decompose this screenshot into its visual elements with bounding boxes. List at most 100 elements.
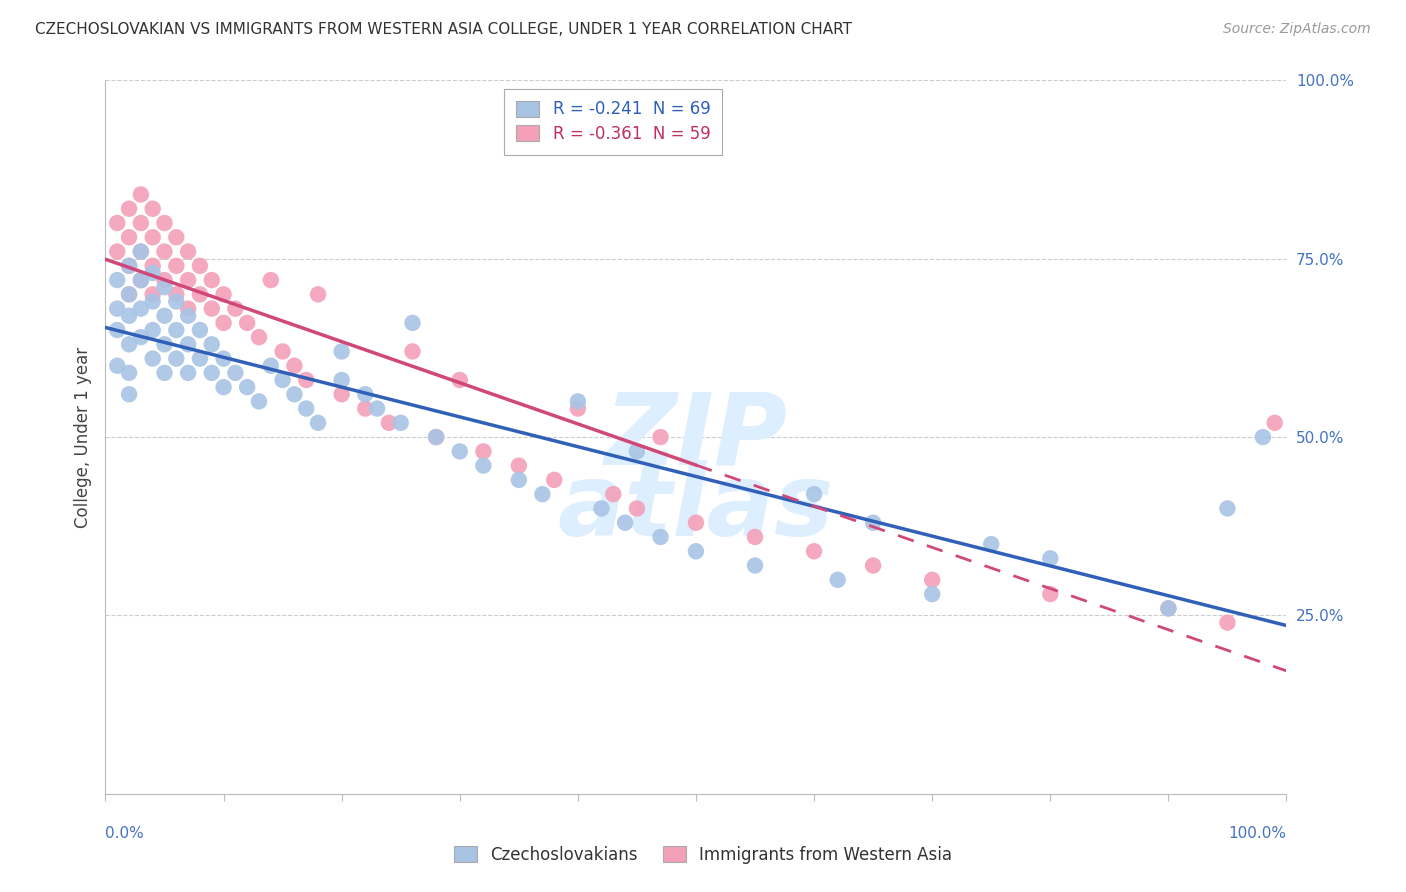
Point	[247, 330, 270, 344]
Point	[201, 273, 224, 287]
Point	[425, 430, 447, 444]
Point	[129, 244, 152, 259]
Text: 0.0%: 0.0%	[105, 826, 145, 840]
Point	[153, 337, 176, 351]
Point	[567, 401, 589, 416]
Point	[165, 294, 187, 309]
Point	[1251, 430, 1274, 444]
Point	[401, 316, 423, 330]
Text: ZIP: ZIP	[605, 389, 787, 485]
Point	[330, 387, 353, 401]
Point	[449, 444, 471, 458]
Point	[105, 273, 128, 287]
Point	[283, 387, 305, 401]
Point	[118, 366, 141, 380]
Point	[188, 259, 211, 273]
Point	[212, 287, 235, 301]
Point	[295, 373, 318, 387]
Point	[1157, 601, 1180, 615]
Point	[153, 216, 176, 230]
Point	[142, 294, 165, 309]
Point	[543, 473, 565, 487]
Text: atlas: atlas	[558, 460, 834, 557]
Point	[803, 544, 825, 558]
Point	[118, 287, 141, 301]
Point	[650, 530, 672, 544]
Point	[1039, 587, 1062, 601]
Point	[212, 380, 235, 394]
Point	[508, 458, 530, 473]
Point	[354, 401, 377, 416]
Point	[260, 273, 283, 287]
Point	[118, 230, 141, 244]
Point	[118, 259, 141, 273]
Point	[153, 366, 176, 380]
Point	[307, 416, 329, 430]
Point	[744, 530, 766, 544]
Text: CZECHOSLOVAKIAN VS IMMIGRANTS FROM WESTERN ASIA COLLEGE, UNDER 1 YEAR CORRELATIO: CZECHOSLOVAKIAN VS IMMIGRANTS FROM WESTE…	[35, 22, 852, 37]
Point	[1216, 501, 1239, 516]
Point	[236, 316, 259, 330]
Point	[827, 573, 849, 587]
Point	[247, 394, 270, 409]
Point	[188, 287, 211, 301]
Point	[177, 337, 200, 351]
Point	[129, 216, 152, 230]
Point	[921, 573, 943, 587]
Point	[165, 351, 187, 366]
Point	[449, 373, 471, 387]
Point	[567, 394, 589, 409]
Point	[685, 516, 707, 530]
Point	[142, 230, 165, 244]
Point	[118, 202, 141, 216]
Point	[142, 323, 165, 337]
Point	[1039, 551, 1062, 566]
Point	[744, 558, 766, 573]
Point	[105, 216, 128, 230]
Point	[105, 323, 128, 337]
Point	[142, 202, 165, 216]
Point	[153, 280, 176, 294]
Point	[177, 309, 200, 323]
Point	[177, 301, 200, 316]
Point	[295, 401, 318, 416]
Point	[378, 416, 401, 430]
Point	[472, 444, 495, 458]
Point	[626, 501, 648, 516]
Point	[142, 259, 165, 273]
Point	[224, 366, 246, 380]
Point	[330, 373, 353, 387]
Point	[118, 387, 141, 401]
Point	[366, 401, 388, 416]
Point	[118, 259, 141, 273]
Point	[105, 301, 128, 316]
Point	[980, 537, 1002, 551]
Point	[129, 273, 152, 287]
Text: Source: ZipAtlas.com: Source: ZipAtlas.com	[1223, 22, 1371, 37]
Point	[118, 337, 141, 351]
Legend: R = -0.241  N = 69, R = -0.361  N = 59: R = -0.241 N = 69, R = -0.361 N = 59	[505, 88, 723, 154]
Point	[188, 351, 211, 366]
Point	[153, 244, 176, 259]
Point	[118, 287, 141, 301]
Point	[283, 359, 305, 373]
Point	[105, 359, 128, 373]
Point	[142, 287, 165, 301]
Point	[354, 387, 377, 401]
Point	[591, 501, 613, 516]
Point	[105, 244, 128, 259]
Point	[212, 351, 235, 366]
Point	[188, 323, 211, 337]
Point	[224, 301, 246, 316]
Point	[177, 244, 200, 259]
Point	[201, 301, 224, 316]
Text: 100.0%: 100.0%	[1229, 826, 1286, 840]
Point	[650, 430, 672, 444]
Point	[129, 330, 152, 344]
Point	[165, 259, 187, 273]
Point	[165, 323, 187, 337]
Point	[129, 244, 152, 259]
Legend: Czechoslovakians, Immigrants from Western Asia: Czechoslovakians, Immigrants from Wester…	[447, 839, 959, 871]
Point	[685, 544, 707, 558]
Point	[153, 309, 176, 323]
